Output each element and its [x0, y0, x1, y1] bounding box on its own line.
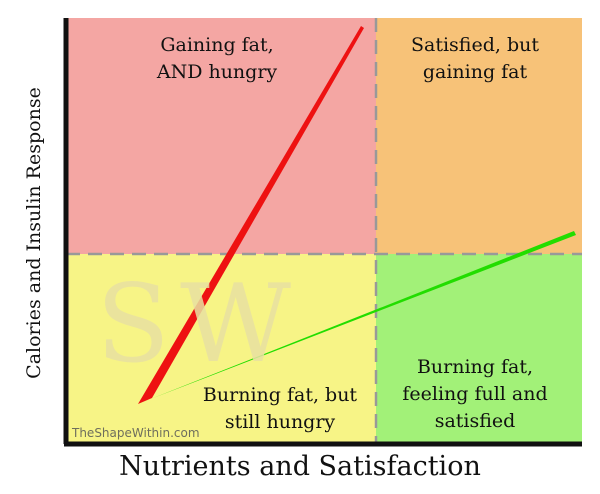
quadrant-top-left	[66, 18, 376, 254]
quadrant-label-top-left: Gaining fat, AND hungry	[156, 34, 278, 83]
quadrant-bottom-left	[66, 254, 376, 444]
site-credit: TheShapeWithin.com	[72, 426, 200, 440]
green-wedge-arrow	[138, 231, 576, 404]
y-axis-title: Calories and Insulin Response	[23, 87, 45, 379]
x-axis-title: Nutrients and Satisfaction	[119, 451, 481, 482]
quadrant-label-bottom-right: Burning fat, feeling full and satisfied	[402, 356, 548, 432]
watermark-logo: SW	[96, 262, 301, 387]
quadrant-top-right	[376, 18, 582, 254]
quadrant-label-bottom-left: Burning fat, but still hungry	[202, 384, 358, 433]
quadrant-bottom-right	[376, 254, 582, 444]
red-wedge-arrow	[138, 26, 364, 404]
quadrant-label-top-right: Satisfied, but gaining fat	[411, 34, 539, 83]
